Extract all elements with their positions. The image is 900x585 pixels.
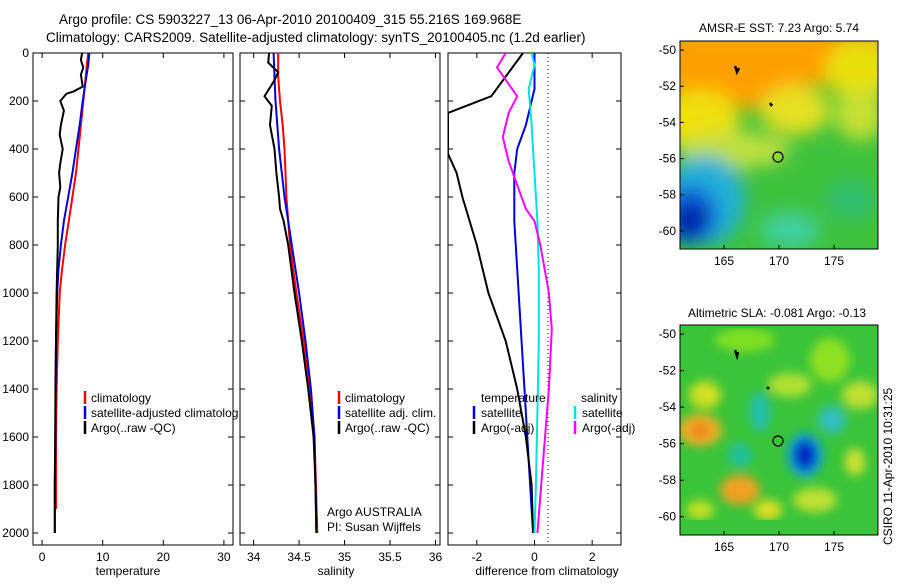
y-tick-label: 400 [9,142,29,156]
legend-label-temp-argo: Argo(-adj) [481,421,534,435]
y-tick-label: 600 [9,190,29,204]
map-y-tick-label: -60 [659,510,677,524]
temperature-y-ticks: 0 200 400 600 800 1000 1200 1400 1600 1800 2000 [2,46,233,540]
salinity-x-ticks: 34 34.5 35 35.5 36 [247,53,442,564]
y-tick-label: 2000 [2,526,29,540]
legend-label-climatology: climatology [91,391,151,405]
map-y-tick-label: -58 [659,473,677,487]
footer-stamp: CSIRO 11-Apr-2010 10:31:25 [881,387,895,545]
salinity-axes-box [239,52,441,546]
legend-label-argo: Argo(..raw -QC) [91,421,176,435]
map-y-tick-label: -52 [659,79,677,93]
difference-panel: -2 0 2 temperature satellite Argo(-adj) sa… [447,52,635,578]
map-y-tick-label: -54 [659,400,677,414]
map-y-tick-label: -52 [659,364,677,378]
x-tick-label: 10 [96,550,110,564]
annotation-agency: Argo AUSTRALIA [327,505,422,519]
temperature-xlabel: temperature [96,564,161,578]
y-tick-label: 800 [9,238,29,252]
difference-legend-salinity: salinity satellite Argo(-adj) [573,391,635,435]
temperature-axes-box [32,52,234,546]
series-line-argo [263,53,318,534]
legend-title-salinity: salinity [581,391,618,405]
y-tick-label: 0 [22,46,29,60]
sst-profile-marker [772,151,784,163]
sla-map-ticks: 165 170 175 -50 -52 -54 -56 -58 -60 [659,327,845,554]
legend-title-temperature: temperature [481,391,546,405]
series-line-salinity-satellite [527,53,540,534]
legend-label-sal-argo: Argo(-adj) [582,421,635,435]
salinity-panel: 34 34.5 35 35.5 36 climatology satellite adj… [239,52,442,578]
map-x-tick-label: 170 [769,540,789,554]
salinity-xlabel: salinity [318,564,355,578]
salinity-lines [263,53,319,534]
map-y-tick-label: -60 [659,224,677,238]
temperature-x-ticks: 0 10 20 30 [39,53,231,564]
difference-lines [448,53,553,534]
title-line-2: Climatology: CARS2009. Satellite-adjuste… [46,30,586,45]
map-y-tick-label: -56 [659,152,677,166]
legend-label-argo: Argo(..raw -QC) [345,421,430,435]
sla-map-title: Altimetric SLA: -0.081 Argo: -0.13 [688,306,866,320]
map-y-tick-label: -50 [659,43,677,57]
y-tick-label: 1800 [2,478,29,492]
map-x-tick-label: 170 [769,254,789,268]
legend-label-climatology: climatology [345,391,405,405]
x-tick-label: 0 [39,550,46,564]
sst-map-title: AMSR-E SST: 7.23 Argo: 5.74 [699,21,859,35]
salinity-y-ticks [240,52,440,534]
x-tick-label: 34.5 [287,550,311,564]
x-tick-label: 36 [429,550,443,564]
temperature-lines [53,53,91,533]
x-tick-label: -2 [471,550,482,564]
map-x-tick-label: 175 [824,254,844,268]
series-line-temperature-argo-adj- [448,53,535,534]
temperature-panel: 0 200 400 600 800 1000 1200 1400 1600 1800 2000 0 1… [2,46,238,578]
temperature-legend: climatology satellite-adjusted climatolo… [83,391,238,435]
map-y-tick-label: -50 [659,327,677,341]
map-x-tick-label: 175 [824,540,844,554]
series-line-salinity-argo-adj- [495,53,553,534]
y-tick-label: 1200 [2,334,29,348]
map-y-tick-label: -54 [659,115,677,129]
series-line-satellite [272,53,318,534]
sst-heatmap [680,41,878,249]
legend-label-temp-satellite: satellite [481,406,522,420]
sst-float-track [733,65,774,107]
x-tick-label: 0 [531,550,538,564]
x-tick-label: 20 [157,550,171,564]
series-line-argo [53,53,85,533]
difference-legend-temperature: temperature satellite Argo(-adj) [472,391,546,435]
legend-label-satellite: satellite adj. clim. [345,406,436,420]
x-tick-label: 34 [247,550,261,564]
sla-float-track [733,349,770,390]
x-tick-label: 35.5 [378,550,402,564]
map-x-tick-label: 165 [714,254,734,268]
map-y-tick-label: -56 [659,437,677,451]
x-tick-label: 30 [217,550,231,564]
sla-profile-marker [772,435,784,447]
sst-map-ticks: 165 170 175 -50 -52 -54 -56 -58 -60 [659,43,845,268]
sla-heatmap [680,325,878,535]
annotation-pi: PI: Susan Wijffels [327,520,421,534]
difference-axes-box [447,52,622,546]
y-tick-label: 200 [9,94,29,108]
legend-label-satellite: satellite-adjusted climatolog [91,406,238,420]
salinity-legend: climatology satellite adj. clim. Argo(..… [337,391,436,435]
x-tick-label: 35 [338,550,352,564]
difference-y-ticks [448,52,621,534]
x-tick-label: 2 [589,550,596,564]
y-tick-label: 1400 [2,382,29,396]
legend-label-sal-satellite: satellite [582,406,623,420]
difference-xlabel: difference from climatology [475,564,618,578]
sst-map-panel: AMSR-E SST: 7.23 Argo: 5.74 165 17 [659,21,879,268]
map-y-tick-label: -58 [659,188,677,202]
map-x-tick-label: 165 [714,540,734,554]
y-tick-label: 1000 [2,286,29,300]
title-line-1: Argo profile: CS 5903227_13 06-Apr-2010 … [59,12,521,27]
y-tick-label: 1600 [2,430,29,444]
sla-map-panel: Altimetric SLA: -0.081 Argo: -0.13 [659,306,879,554]
